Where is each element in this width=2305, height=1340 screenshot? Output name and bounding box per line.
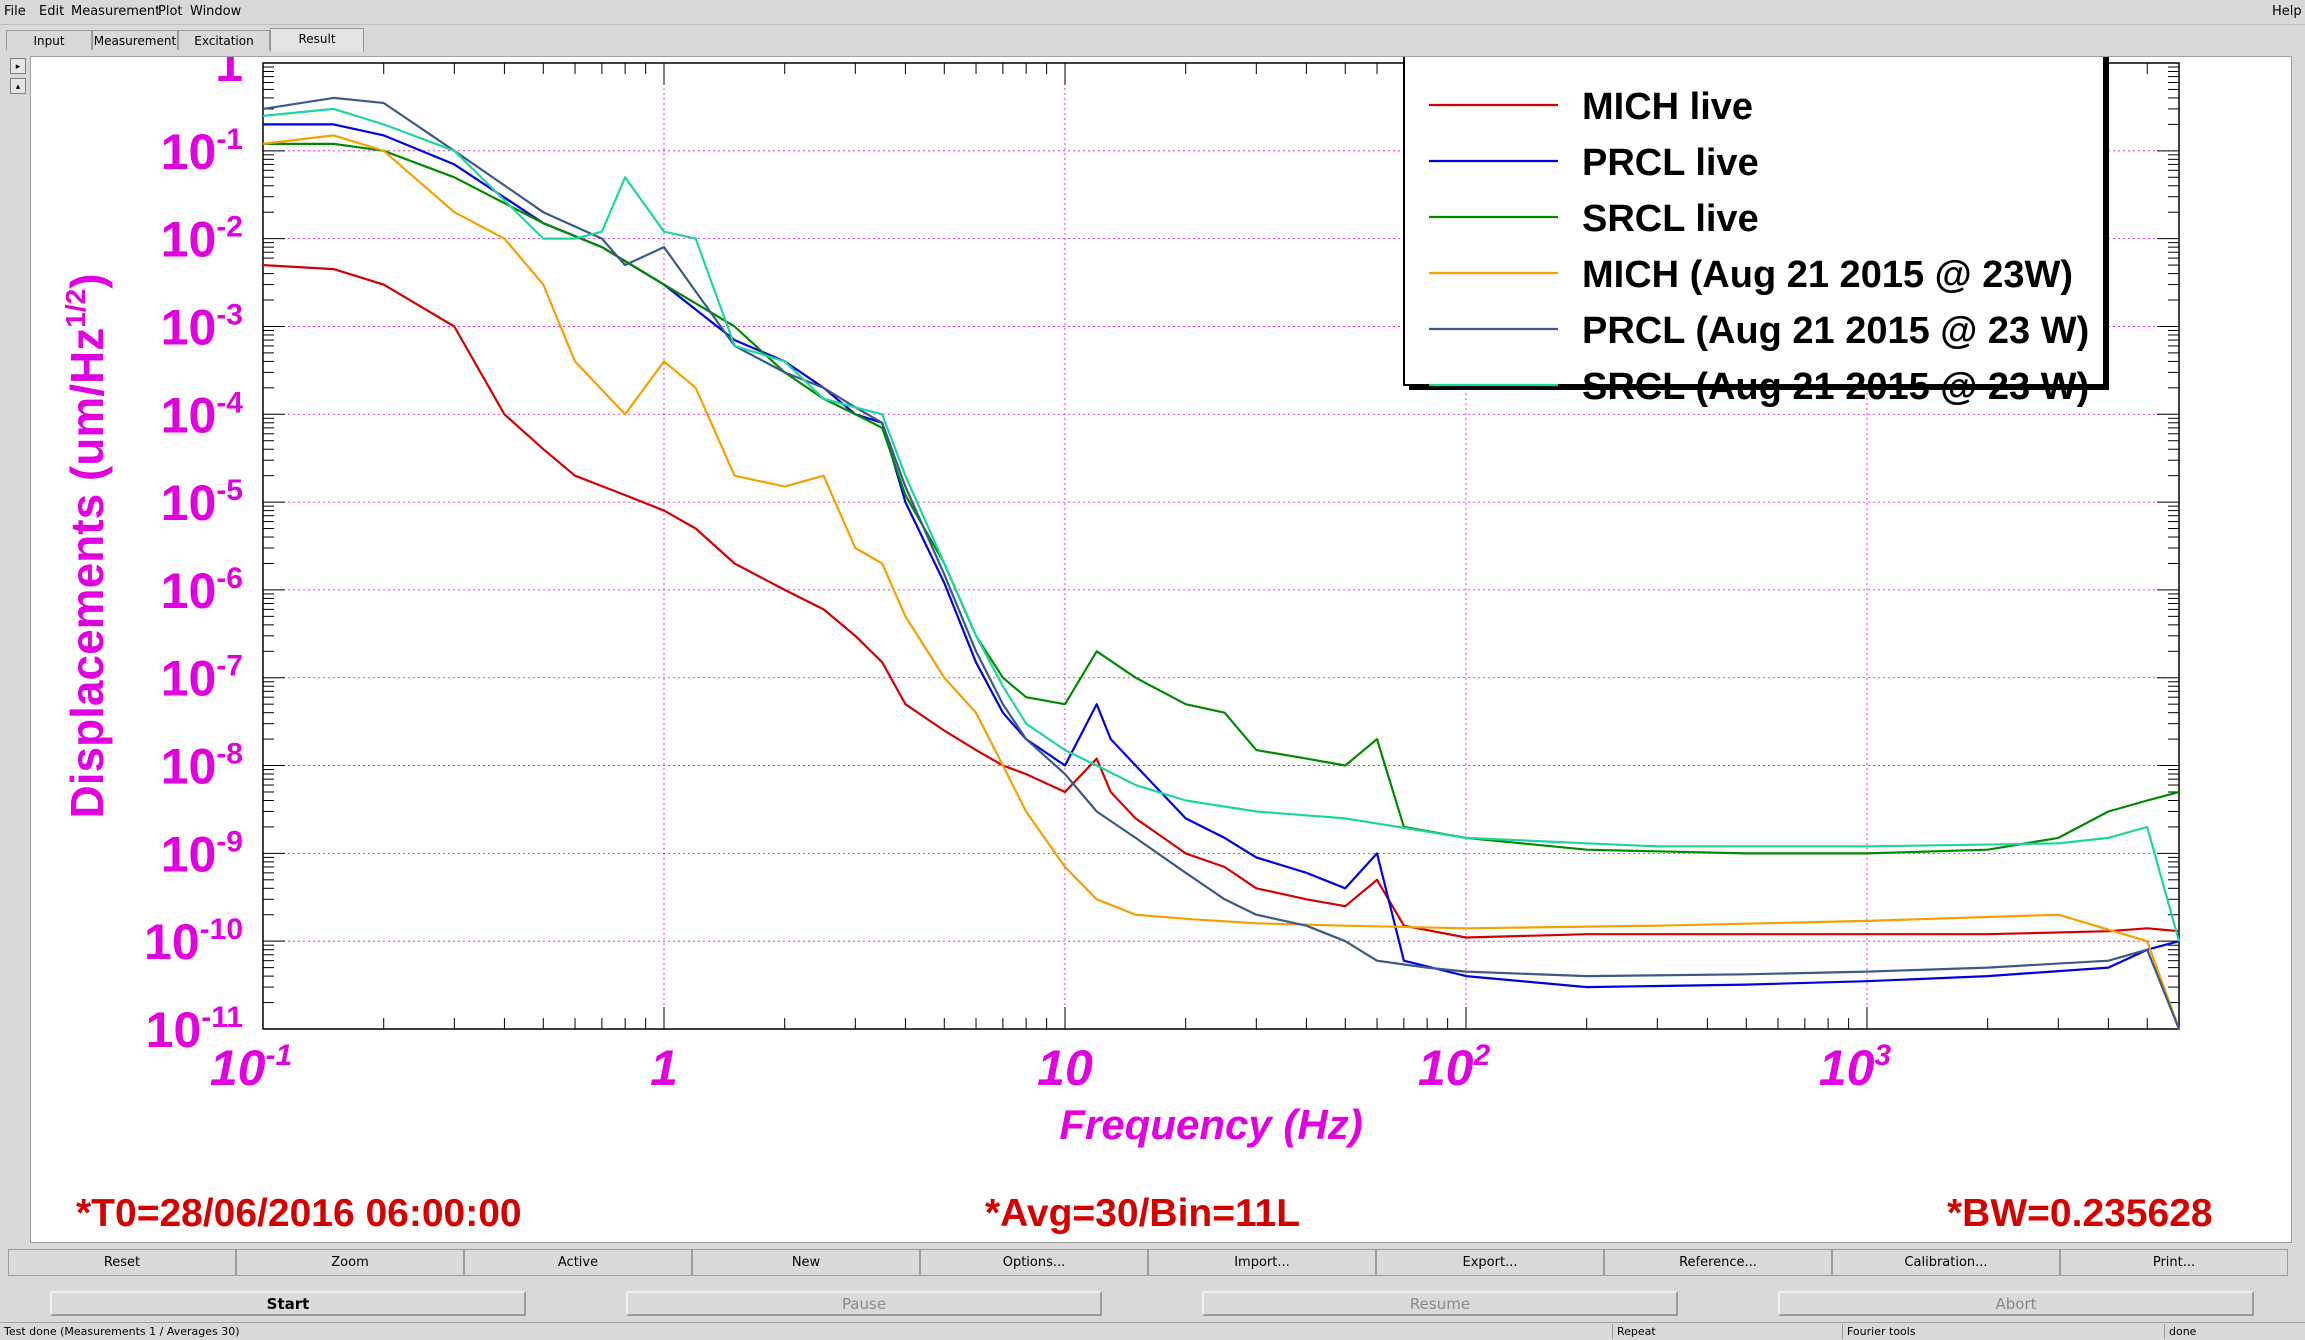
zoom-button[interactable]: Zoom [236,1249,464,1276]
x-tick-label: 1 [650,1040,678,1096]
y-tick-label: 10-4 [161,386,244,443]
averages-readout: *Avg=30/Bin=11L [985,1192,1301,1235]
menu-help[interactable]: Help [2272,4,2302,19]
legend-label: PRCL live [1582,142,1759,184]
legend-box [1403,57,2105,386]
y-tick-label: 10-2 [161,211,243,268]
menu-measurement[interactable]: Measurement [71,4,161,19]
menu-plot[interactable]: Plot [158,4,183,19]
x-tick-label: 10 [1037,1040,1093,1096]
status-message: Test done (Measurements 1 / Averages 30) [4,1325,240,1338]
t0-readout: *T0=28/06/2016 06:00:00 [76,1192,522,1235]
legend-label: SRCL live [1582,198,1759,240]
tab-result[interactable]: Result [270,28,364,52]
tab-excitation[interactable]: Excitation [178,30,270,50]
collapse-arrow-icon[interactable]: ▴ [10,78,26,94]
y-tick-label: 1 [215,57,243,92]
y-tick-label: 10-11 [146,1001,243,1058]
legend-label: MICH live [1582,86,1753,128]
menu-file[interactable]: File [4,4,26,19]
legend-label: MICH (Aug 21 2015 @ 23W) [1582,254,2073,296]
print-button[interactable]: Print... [2060,1249,2288,1276]
spectrum-chart: 1 10-1 10-2 10-3 10-4 10-5 10-6 10-7 10-8 10-9 10-… [60,57,2181,1148]
reference-button[interactable]: Reference... [1604,1249,1832,1276]
start-button[interactable]: Start [50,1291,526,1316]
menu-window[interactable]: Window [190,4,242,19]
x-tick-label: 103 [1819,1039,1892,1096]
plot-canvas[interactable]: 1 10-1 10-2 10-3 10-4 10-5 10-6 10-7 10-8 10-9 10-… [30,56,2292,1243]
status-state: done [2164,1324,2305,1339]
y-tick-label: 10-7 [161,650,243,707]
series-line-6 [262,107,2181,942]
menu-bar: File Edit Measurement Plot Window Help [0,0,2305,25]
tab-measurement[interactable]: Measurement [92,30,178,50]
options-button[interactable]: Options... [920,1249,1148,1276]
x-tick-label: 10-1 [210,1039,292,1096]
y-tick-label: 10-1 [161,123,243,180]
tab-bar: Input Measurement Excitation Result [0,28,2305,52]
series-line-3 [263,142,2180,855]
menu-edit[interactable]: Edit [39,4,65,19]
status-repeat: Repeat [1612,1324,1842,1339]
expand-arrow-icon[interactable]: ▸ [10,58,26,74]
x-tick-label: 102 [1418,1039,1491,1096]
pause-button[interactable]: Pause [626,1291,1102,1316]
y-tick-label: 10-6 [161,562,243,619]
calibration-button[interactable]: Calibration... [1832,1249,2060,1276]
status-tools: Fourier tools [1842,1324,2164,1339]
status-bar: Test done (Measurements 1 / Averages 30)… [0,1322,2305,1340]
x-axis-label: Frequency (Hz) [1059,1101,1362,1148]
tab-input[interactable]: Input [6,30,92,50]
new-button[interactable]: New [692,1249,920,1276]
y-tick-label: 10-9 [161,825,243,882]
y-tick-label: 10-10 [144,913,243,970]
legend-label: PRCL (Aug 21 2015 @ 23 W) [1582,310,2089,352]
y-tick-label: 10-8 [161,738,243,795]
y-tick-label: 10-5 [161,474,243,531]
legend-label: SRCL (Aug 21 2015 @ 23 W) [1582,366,2089,408]
series-line-1 [262,264,2180,939]
export-button[interactable]: Export... [1376,1249,1604,1276]
plot-frame [262,62,2180,1030]
import-button[interactable]: Import... [1148,1249,1376,1276]
y-axis-label: Displacements (um/Hz1/2) [60,273,113,818]
reset-button[interactable]: Reset [8,1249,236,1276]
active-button[interactable]: Active [464,1249,692,1276]
y-tick-label: 10-3 [161,298,243,355]
bandwidth-readout: *BW=0.235628 [1947,1192,2213,1235]
series-line-4 [262,134,2181,1030]
resume-button[interactable]: Resume [1202,1291,1678,1316]
abort-button[interactable]: Abort [1778,1291,2254,1316]
series-line-5 [262,96,2181,1030]
